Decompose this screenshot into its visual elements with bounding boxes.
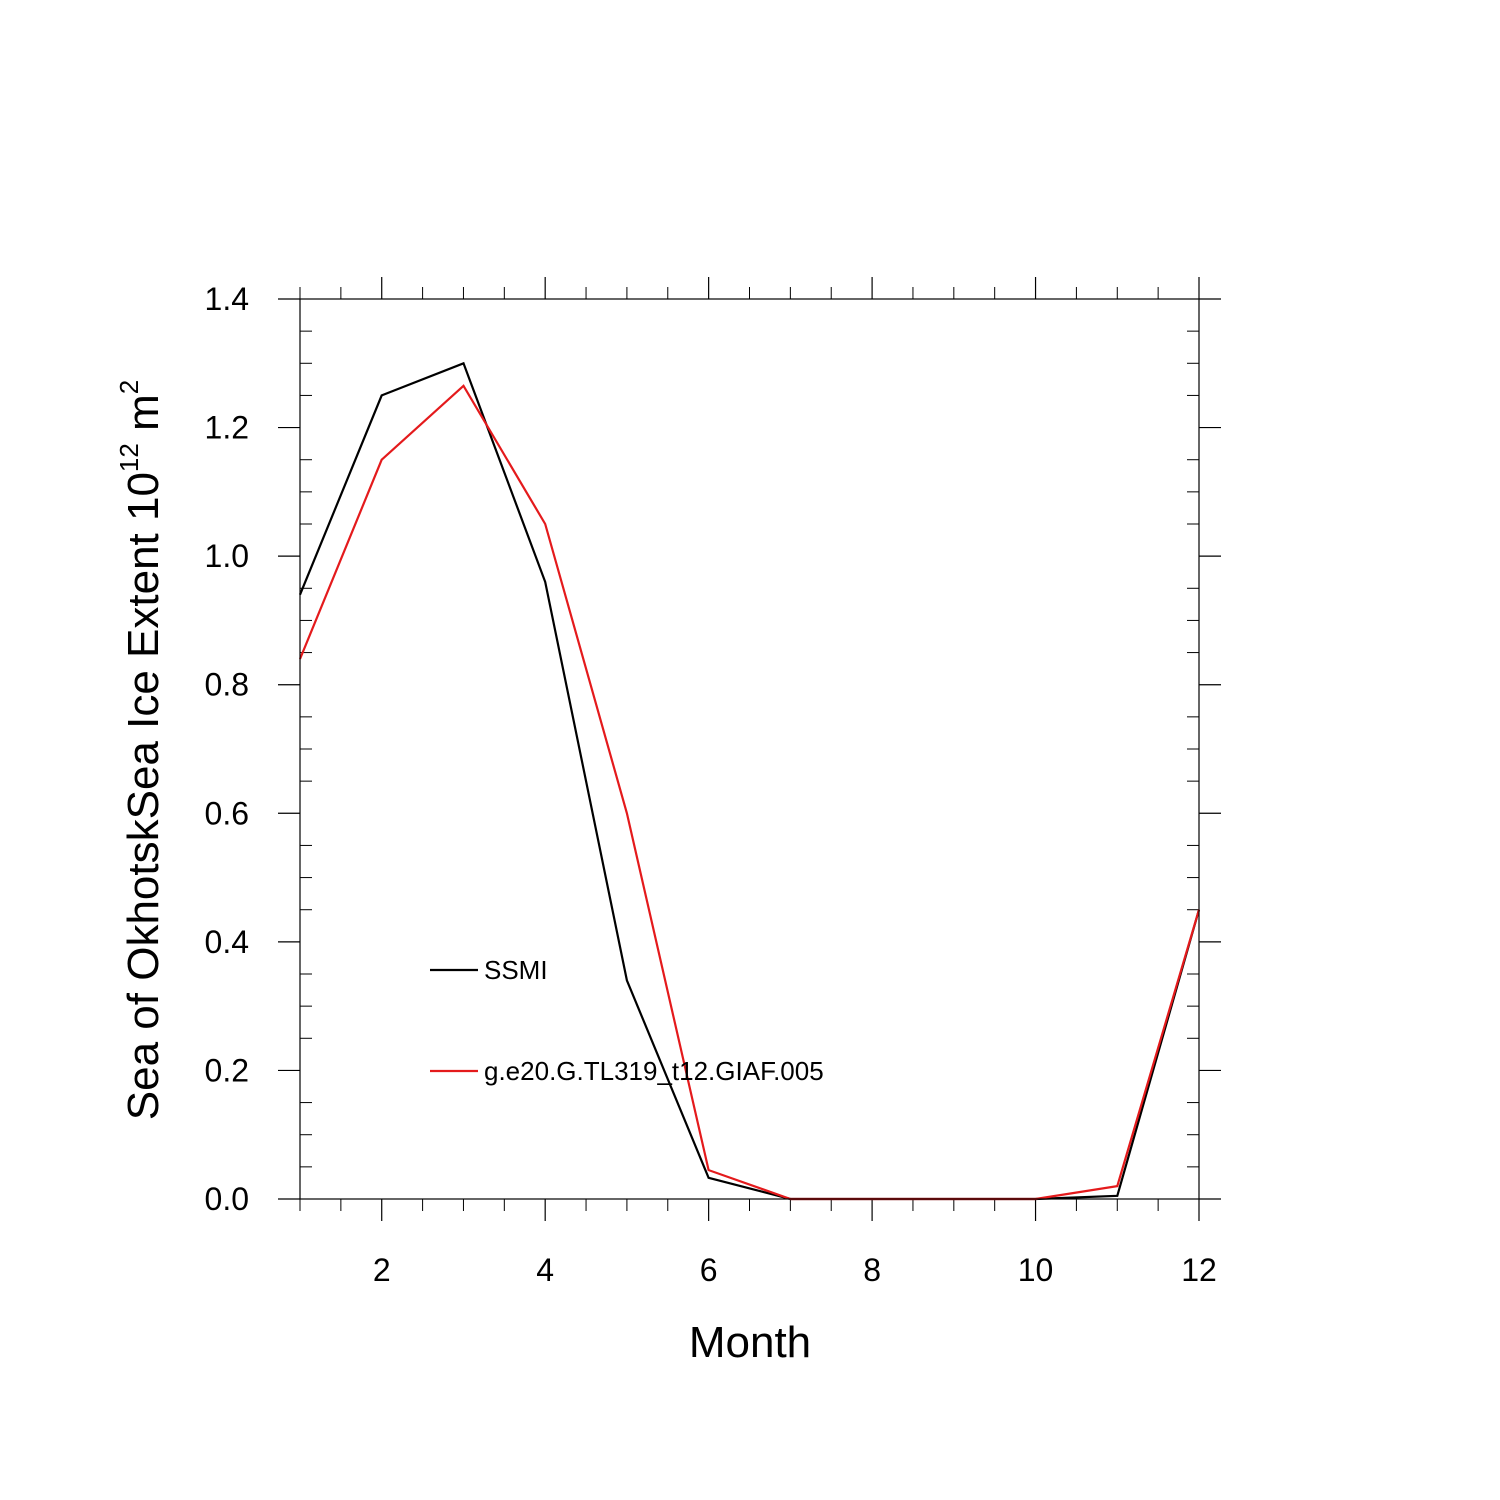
y-tick-label: 0.4 <box>205 924 249 960</box>
y-tick-label: 0.6 <box>205 795 249 831</box>
y-axis-title: Sea of OkhotskSea Ice Extent 1012 m2 <box>114 380 168 1120</box>
plot-frame <box>299 298 1200 1200</box>
axis-ticks <box>278 277 1221 1221</box>
y-tick-label: 1.2 <box>205 410 249 446</box>
tick-labels: 2 4 6 8 10 12 0.0 0.2 0.4 0.6 0.8 1.0 1.2 1.4 <box>205 281 1217 1288</box>
legend-label: SSMI <box>484 955 548 985</box>
x-tick-label: 8 <box>863 1252 881 1288</box>
legend: SSMI g.e20.G.TL319_t12.GIAF.005 <box>430 955 824 1086</box>
y-tick-label: 0.2 <box>205 1052 249 1088</box>
y-tick-label: 1.0 <box>205 538 249 574</box>
x-tick-label: 12 <box>1181 1252 1217 1288</box>
x-tick-label: 2 <box>373 1252 391 1288</box>
y-axis-title-main: Sea of OkhotskSea Ice Extent 10 <box>119 472 168 1120</box>
y-tick-label: 0.0 <box>205 1181 249 1217</box>
y-tick-label: 1.4 <box>205 281 249 317</box>
x-tick-label: 10 <box>1018 1252 1054 1288</box>
y-axis-title-unit: m <box>119 394 168 431</box>
y-axis-title-unit-exponent: 2 <box>114 380 144 394</box>
y-axis-title-exponent: 12 <box>114 443 144 472</box>
series-line-model <box>298 384 1201 1201</box>
y-tick-label: 0.8 <box>205 667 249 703</box>
legend-label: g.e20.G.TL319_t12.GIAF.005 <box>484 1056 824 1086</box>
x-tick-label: 6 <box>700 1252 718 1288</box>
x-axis-title: Month <box>689 1318 811 1367</box>
x-tick-label: 4 <box>536 1252 554 1288</box>
y-axis-title-spacer <box>119 431 168 443</box>
